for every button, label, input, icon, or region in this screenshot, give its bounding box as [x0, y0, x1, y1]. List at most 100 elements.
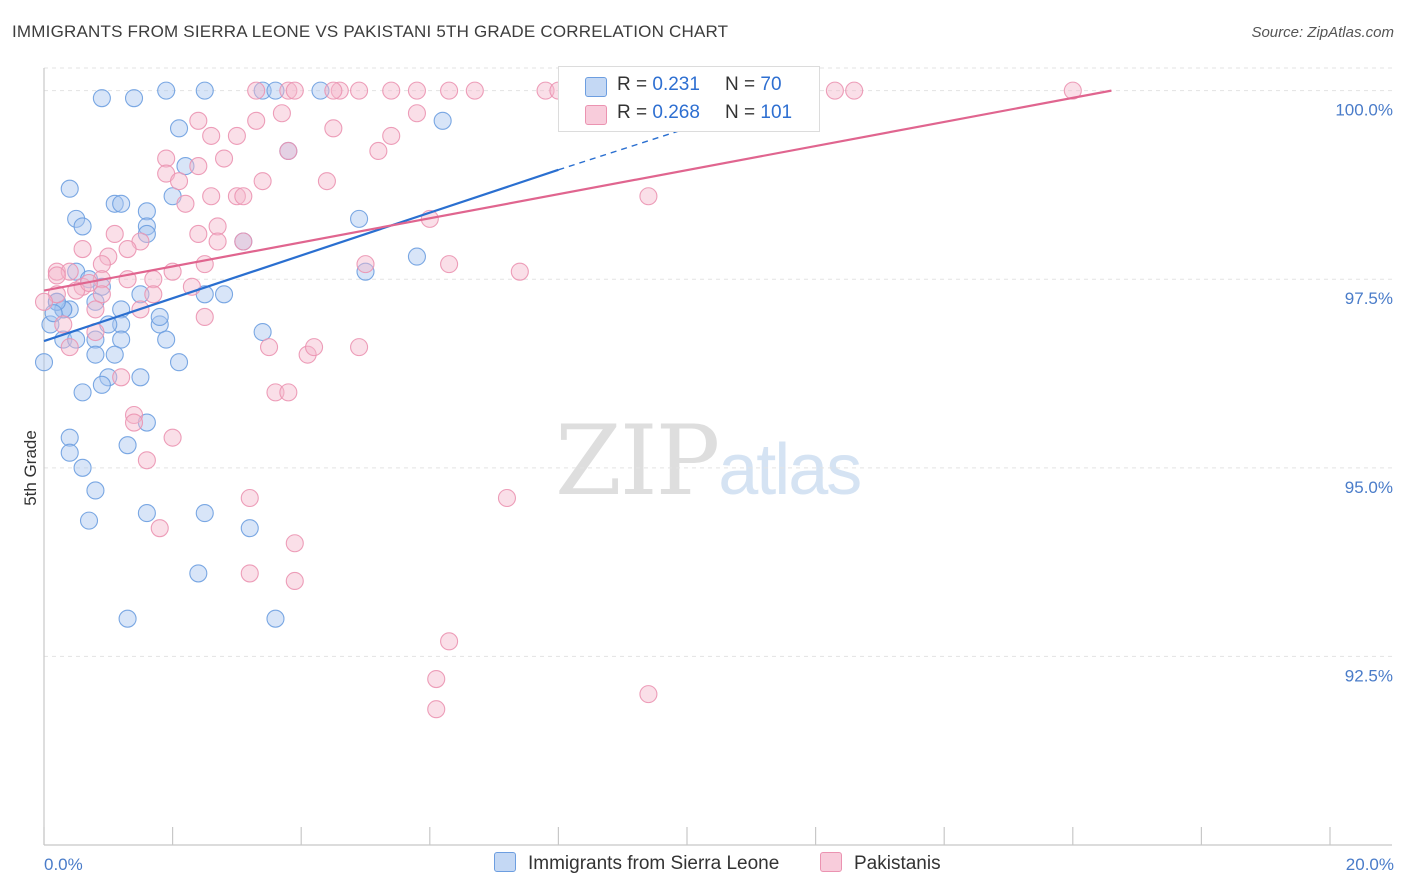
data-point-pakistanis — [285, 571, 304, 591]
legend-r-value: 0.231 — [652, 74, 700, 95]
data-point-pakistanis — [440, 632, 459, 651]
data-point-sierra-leone — [137, 202, 156, 221]
data-point-sierra-leone — [118, 436, 137, 455]
data-point-sierra-leone — [67, 209, 86, 228]
data-point-sierra-leone — [169, 119, 189, 138]
data-point-pakistanis — [169, 172, 189, 191]
y-tick-label: 100.0% — [1335, 101, 1393, 120]
data-point-pakistanis — [285, 534, 304, 553]
data-point-pakistanis — [189, 224, 208, 244]
legend-r-value: 0.268 — [652, 102, 700, 123]
data-point-pakistanis — [247, 81, 266, 100]
data-point-sierra-leone — [118, 609, 137, 628]
series-legend: Immigrants from Sierra Leone Pakistanis — [0, 852, 1406, 878]
data-point-pakistanis — [195, 307, 214, 326]
trend-lines — [43, 89, 1112, 343]
data-point-pakistanis — [1063, 81, 1082, 100]
data-point-sierra-leone — [99, 368, 118, 387]
legend-row-pakistanis: R = 0.268 N = 101 — [559, 101, 819, 129]
legend-label-sierra-leone: Immigrants from Sierra Leone — [528, 853, 780, 874]
legend-n-label: N = — [725, 102, 761, 123]
data-point-pakistanis — [369, 141, 388, 161]
data-point-sierra-leone — [86, 330, 105, 349]
data-point-sierra-leone — [150, 315, 169, 334]
data-point-pakistanis — [240, 488, 259, 508]
data-point-pakistanis — [118, 239, 137, 259]
data-point-pakistanis — [214, 149, 234, 168]
data-point-sierra-leone — [131, 368, 150, 387]
y-tick-labels: 92.5% 95.0% 97.5% 100.0% — [1335, 101, 1393, 686]
data-point-pakistanis — [234, 232, 253, 251]
data-point-sierra-leone — [266, 609, 285, 628]
data-point-sierra-leone — [195, 81, 214, 100]
data-point-sierra-leone — [356, 262, 375, 281]
data-point-sierra-leone — [60, 428, 79, 447]
trend-line-sierra-leone-extension — [558, 127, 688, 171]
data-point-sierra-leone — [105, 345, 124, 364]
y-axis-label: 5th Grade — [21, 430, 40, 506]
data-point-sierra-leone — [86, 345, 105, 364]
data-point-pakistanis — [305, 338, 324, 357]
legend-swatch-blue — [585, 77, 607, 97]
data-point-pakistanis — [73, 239, 92, 259]
legend-r: R = 0.268 — [617, 102, 700, 124]
data-point-sierra-leone — [137, 217, 156, 236]
data-point-sierra-leone — [189, 564, 208, 583]
data-point-sierra-leone — [311, 81, 330, 100]
data-point-sierra-leone — [86, 292, 105, 311]
data-point-sierra-leone — [112, 330, 131, 349]
data-point-pakistanis — [266, 383, 285, 402]
legend-item-sierra-leone: Immigrants from Sierra Leone — [494, 852, 779, 875]
x-tick-label-max: 20.0% — [1346, 855, 1394, 874]
data-point-sierra-leone — [86, 481, 105, 500]
data-point-pakistanis — [350, 338, 369, 357]
data-point-pakistanis — [189, 157, 208, 176]
data-point-pakistanis — [99, 247, 118, 266]
data-point-pakistanis — [202, 187, 221, 206]
data-point-sierra-leone — [60, 179, 79, 198]
data-point-pakistanis — [510, 262, 529, 281]
legend-r-label: R = — [617, 74, 653, 95]
data-point-sierra-leone — [124, 89, 144, 108]
data-point-pakistanis — [825, 81, 844, 100]
trend-line-sierra-leone — [43, 168, 559, 343]
data-point-pakistanis — [279, 383, 298, 402]
legend-swatch-blue — [494, 852, 516, 872]
data-point-pakistanis — [137, 451, 156, 470]
data-point-pakistanis — [536, 81, 555, 100]
watermark-atlas: atlas — [718, 430, 862, 510]
data-point-pakistanis — [202, 126, 221, 145]
data-point-sierra-leone — [407, 247, 426, 266]
data-point-sierra-leone — [73, 458, 92, 477]
data-point-pakistanis — [440, 255, 459, 274]
data-point-pakistanis — [639, 685, 658, 704]
y-tick-label: 92.5% — [1345, 666, 1393, 685]
data-point-pakistanis — [350, 81, 369, 100]
data-point-pakistanis — [227, 126, 246, 145]
data-point-pakistanis — [195, 255, 214, 274]
data-point-pakistanis — [234, 187, 253, 206]
data-point-pakistanis — [382, 81, 401, 100]
series-sierra-leone-points — [34, 81, 452, 628]
data-point-sierra-leone — [253, 81, 272, 100]
data-point-sierra-leone — [131, 285, 150, 304]
data-point-pakistanis — [440, 81, 459, 100]
data-point-sierra-leone — [137, 224, 156, 244]
data-point-sierra-leone — [253, 322, 272, 342]
data-point-pakistanis — [407, 81, 426, 100]
data-point-sierra-leone — [73, 217, 92, 236]
data-point-sierra-leone — [60, 443, 79, 462]
legend-swatch-pink — [585, 105, 607, 125]
data-point-sierra-leone — [157, 81, 176, 100]
source-note: Source: ZipAtlas.com — [1251, 24, 1394, 41]
legend-item-pakistanis: Pakistanis — [820, 852, 941, 875]
x-tick-label-min: 0.0% — [44, 855, 83, 874]
data-point-pakistanis — [208, 217, 227, 236]
data-point-pakistanis — [330, 81, 349, 100]
data-point-sierra-leone — [41, 315, 60, 334]
data-point-pakistanis — [54, 315, 73, 334]
data-point-pakistanis — [497, 488, 517, 508]
data-point-pakistanis — [382, 126, 401, 145]
data-point-pakistanis — [47, 266, 66, 285]
